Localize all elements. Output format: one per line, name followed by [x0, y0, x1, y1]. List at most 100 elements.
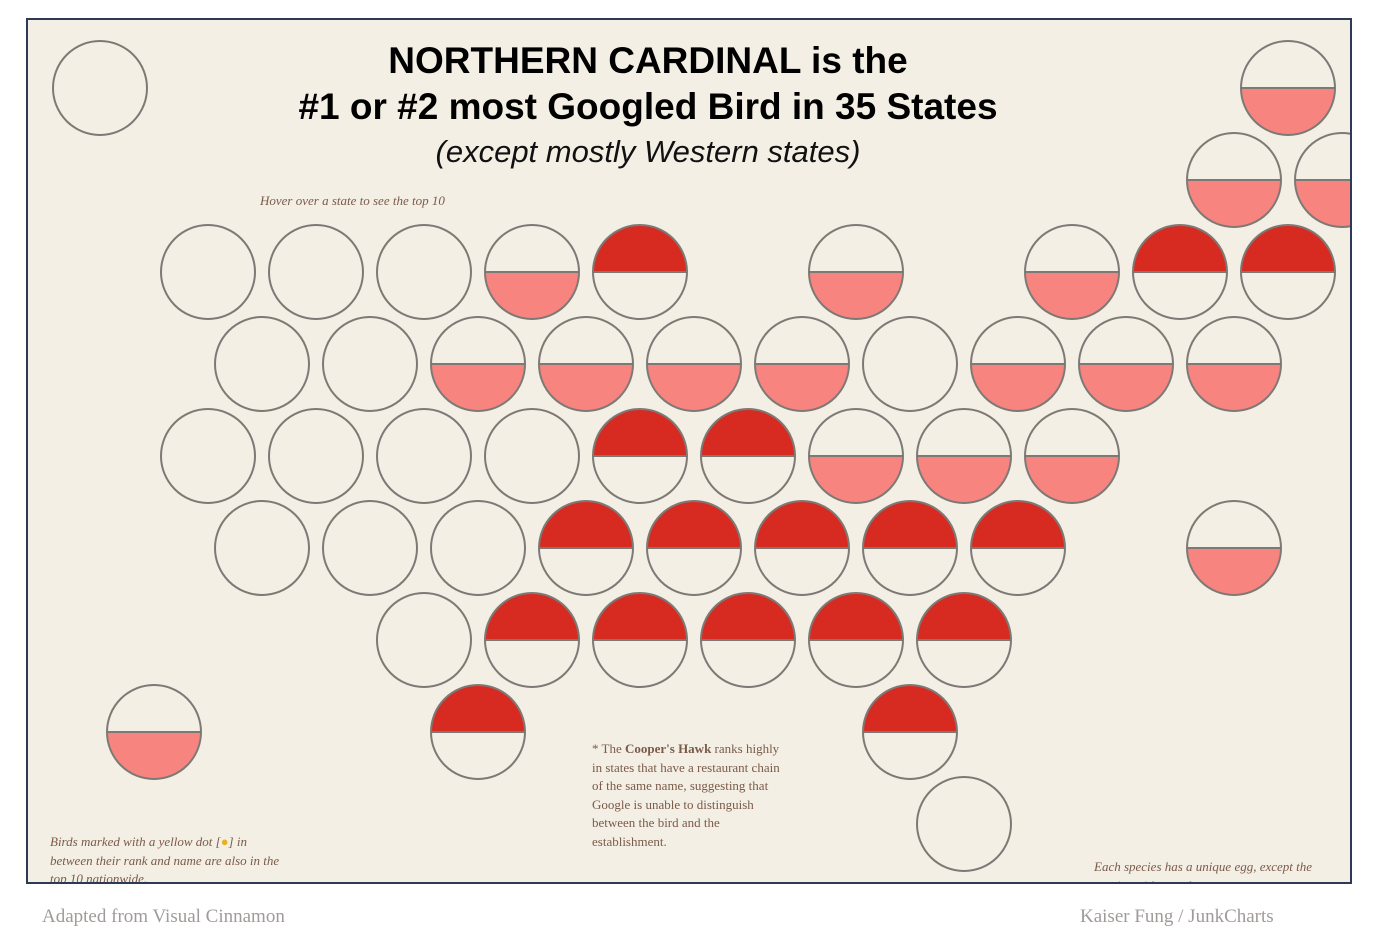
rank-1-top-half [1133, 225, 1227, 272]
state-egg-outline [1294, 132, 1350, 228]
state-egg-r2c5[interactable] [592, 224, 688, 320]
state-egg-r3c5[interactable] [646, 316, 742, 412]
state-egg-base [161, 225, 255, 319]
state-egg-r4c8[interactable] [916, 408, 1012, 504]
state-egg-r3c9[interactable] [1078, 316, 1174, 412]
rank-2-bottom-half [539, 364, 633, 411]
footnote-rest: ranks highly in states that have a resta… [592, 741, 780, 849]
state-egg-outline [862, 500, 958, 596]
state-egg-outline [1186, 500, 1282, 596]
state-egg-r2c7[interactable] [808, 224, 904, 320]
state-egg-r6c6[interactable] [700, 592, 796, 688]
state-egg-r4c1[interactable] [160, 408, 256, 504]
state-egg-r2c3[interactable] [376, 224, 472, 320]
state-egg-base [431, 501, 525, 595]
state-egg-r7c0[interactable] [106, 684, 202, 780]
state-egg-r4c6[interactable] [700, 408, 796, 504]
state-egg-r8c8[interactable] [916, 776, 1012, 872]
state-egg-r5c7[interactable] [862, 500, 958, 596]
state-egg-r3c6[interactable] [754, 316, 850, 412]
state-egg-outline [916, 592, 1012, 688]
state-egg-base [323, 317, 417, 411]
state-egg-r2c9[interactable] [1024, 224, 1120, 320]
state-egg-r5c8[interactable] [970, 500, 1066, 596]
rank-2-bottom-half [971, 364, 1065, 411]
state-egg-r0c11[interactable] [1240, 40, 1336, 136]
state-egg-outline [1078, 316, 1174, 412]
state-egg-r7c7[interactable] [862, 684, 958, 780]
rank-2-bottom-half [917, 456, 1011, 503]
state-egg-r2c11[interactable] [1240, 224, 1336, 320]
state-egg-outline [52, 40, 148, 136]
state-egg-r4c3[interactable] [376, 408, 472, 504]
rank-1-top-half [593, 409, 687, 456]
rank-1-top-half [917, 593, 1011, 640]
state-egg-r3c4[interactable] [538, 316, 634, 412]
state-egg-r3c3[interactable] [430, 316, 526, 412]
state-egg-r5c3[interactable] [430, 500, 526, 596]
state-egg-r5c6[interactable] [754, 500, 850, 596]
state-egg-map[interactable] [28, 20, 1352, 884]
state-egg-r2c1[interactable] [160, 224, 256, 320]
state-egg-outline [700, 592, 796, 688]
rank-2-bottom-half [1295, 180, 1350, 227]
state-egg-r6c4[interactable] [484, 592, 580, 688]
state-egg-r7c3[interactable] [430, 684, 526, 780]
state-egg-base [269, 409, 363, 503]
state-egg-r4c7[interactable] [808, 408, 904, 504]
state-egg-r5c1[interactable] [214, 500, 310, 596]
chart-title-line2: #1 or #2 most Googled Bird in 35 States [298, 86, 998, 127]
state-egg-outline [916, 776, 1012, 872]
state-egg-r3c2[interactable] [322, 316, 418, 412]
state-egg-r6c3[interactable] [376, 592, 472, 688]
rank-2-bottom-half [809, 272, 903, 319]
state-egg-r1c10[interactable] [1186, 132, 1282, 228]
rank-2-bottom-half [431, 364, 525, 411]
state-egg-r3c1[interactable] [214, 316, 310, 412]
state-egg-r4c4[interactable] [484, 408, 580, 504]
state-egg-r0c0[interactable] [52, 40, 148, 136]
state-egg-base [323, 501, 417, 595]
state-egg-r4c5[interactable] [592, 408, 688, 504]
state-egg-r5c5[interactable] [646, 500, 742, 596]
rank-2-bottom-half [1025, 456, 1119, 503]
rank-2-bottom-half [1187, 548, 1281, 595]
state-egg-r4c2[interactable] [268, 408, 364, 504]
state-egg-outline [214, 500, 310, 596]
state-egg-outline [430, 500, 526, 596]
state-egg-outline [646, 500, 742, 596]
state-egg-outline [1240, 40, 1336, 136]
state-egg-r2c10[interactable] [1132, 224, 1228, 320]
state-egg-base [215, 317, 309, 411]
state-egg-base [53, 41, 147, 135]
state-egg-r5c10[interactable] [1186, 500, 1282, 596]
credit-right: Kaiser Fung / JunkCharts [1080, 906, 1274, 927]
state-egg-r3c8[interactable] [970, 316, 1066, 412]
rank-1-top-half [593, 225, 687, 272]
state-egg-r6c7[interactable] [808, 592, 904, 688]
rank-2-bottom-half [107, 732, 201, 779]
state-egg-r6c5[interactable] [592, 592, 688, 688]
rank-2-bottom-half [809, 456, 903, 503]
chart-subtitle: (except mostly Western states) [435, 134, 861, 169]
state-egg-r2c2[interactable] [268, 224, 364, 320]
state-egg-outline [376, 224, 472, 320]
rank-2-bottom-half [485, 272, 579, 319]
state-egg-outline [484, 224, 580, 320]
state-egg-outline [538, 500, 634, 596]
state-egg-outline [970, 316, 1066, 412]
state-egg-r3c10[interactable] [1186, 316, 1282, 412]
state-egg-outline [754, 500, 850, 596]
state-egg-r3c7[interactable] [862, 316, 958, 412]
state-egg-outline [1132, 224, 1228, 320]
state-egg-r6c8[interactable] [916, 592, 1012, 688]
state-egg-r4c9[interactable] [1024, 408, 1120, 504]
state-egg-r5c2[interactable] [322, 500, 418, 596]
state-egg-r1c11[interactable] [1294, 132, 1352, 228]
state-egg-outline [376, 408, 472, 504]
yellow-dot-note: Birds marked with a yellow dot [●] in be… [50, 833, 280, 882]
state-egg-r5c4[interactable] [538, 500, 634, 596]
rank-1-top-half [539, 501, 633, 548]
rank-2-bottom-half [647, 364, 741, 411]
state-egg-r2c4[interactable] [484, 224, 580, 320]
